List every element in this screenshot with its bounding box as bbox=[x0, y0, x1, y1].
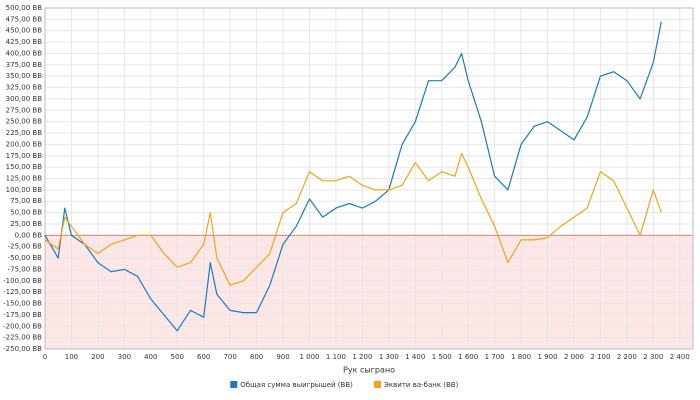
y-tick-label: 0,00 BB bbox=[15, 231, 43, 239]
x-tick-label: 1 300 bbox=[379, 353, 399, 361]
legend-label: Общая сумма выигрышей (BB) bbox=[240, 381, 353, 389]
x-tick-label: 300 bbox=[118, 353, 131, 361]
x-tick-label: 0 bbox=[43, 353, 47, 361]
y-tick-label: -25,00 BB bbox=[8, 243, 43, 251]
x-tick-label: 700 bbox=[223, 353, 236, 361]
series-line bbox=[44, 152, 662, 286]
x-tick-label: 1 400 bbox=[405, 353, 425, 361]
y-tick-label: -150,00 BB bbox=[3, 300, 42, 308]
y-tick-label: 375,00 BB bbox=[6, 61, 43, 69]
legend-swatch bbox=[374, 381, 382, 388]
series-line bbox=[44, 21, 662, 332]
x-tick-label: 2 300 bbox=[643, 353, 663, 361]
y-tick-label: 175,00 BB bbox=[6, 152, 43, 160]
y-tick-label: 275,00 BB bbox=[6, 106, 43, 114]
x-tick-label: 100 bbox=[65, 353, 78, 361]
y-tick-label: 350,00 BB bbox=[6, 72, 43, 80]
y-tick-label: 150,00 BB bbox=[6, 163, 43, 171]
y-tick-label: -225,00 BB bbox=[3, 334, 42, 342]
y-tick-label: 500,00 BB bbox=[6, 4, 43, 12]
y-tick-label: 25,00 BB bbox=[10, 220, 42, 228]
y-tick-label: 400,00 BB bbox=[6, 49, 43, 57]
y-tick-label: -250,00 BB bbox=[3, 345, 42, 353]
x-tick-label: 1 000 bbox=[299, 353, 319, 361]
x-tick-label: 1 200 bbox=[352, 353, 372, 361]
x-tick-label: 400 bbox=[144, 353, 157, 361]
y-tick-label: 425,00 BB bbox=[6, 38, 43, 46]
y-tick-label: 50,00 BB bbox=[10, 209, 42, 217]
legend-swatch bbox=[230, 381, 238, 388]
y-tick-label: 100,00 BB bbox=[6, 186, 43, 194]
x-tick-label: 600 bbox=[197, 353, 210, 361]
y-tick-label: -125,00 BB bbox=[3, 288, 42, 296]
x-tick-label: 2 000 bbox=[564, 353, 584, 361]
y-tick-label: 125,00 BB bbox=[6, 175, 43, 183]
x-tick-label: 1 500 bbox=[432, 353, 452, 361]
x-tick-label: 1 700 bbox=[485, 353, 505, 361]
y-tick-label: 450,00 BB bbox=[6, 27, 43, 35]
plot-frame bbox=[44, 7, 694, 350]
y-tick-label: 475,00 BB bbox=[6, 15, 43, 23]
y-tick-label: 75,00 BB bbox=[10, 197, 42, 205]
x-tick-label: 1 600 bbox=[458, 353, 478, 361]
y-tick-label: -200,00 BB bbox=[3, 322, 42, 330]
x-axis-label: Рук сыграно bbox=[343, 366, 395, 375]
y-tick-label: 300,00 BB bbox=[6, 95, 43, 103]
x-tick-label: 1 800 bbox=[511, 353, 531, 361]
y-tick-label: 225,00 BB bbox=[6, 129, 43, 137]
x-tick-label: 1 100 bbox=[326, 353, 346, 361]
x-tick-label: 200 bbox=[91, 353, 104, 361]
x-tick-label: 2 100 bbox=[590, 353, 610, 361]
x-tick-label: 2 200 bbox=[617, 353, 637, 361]
y-tick-label: -75,00 BB bbox=[8, 265, 43, 273]
x-tick-label: 800 bbox=[250, 353, 263, 361]
x-tick-label: 2 400 bbox=[670, 353, 690, 361]
y-tick-label: -50,00 BB bbox=[8, 254, 43, 262]
x-tick-label: 500 bbox=[171, 353, 184, 361]
x-tick-label: 1 900 bbox=[538, 353, 558, 361]
y-tick-label: -100,00 BB bbox=[3, 277, 42, 285]
x-tick-label: 900 bbox=[276, 353, 289, 361]
y-tick-label: 250,00 BB bbox=[6, 118, 43, 126]
y-tick-label: 200,00 BB bbox=[6, 140, 43, 148]
y-tick-label: -175,00 BB bbox=[3, 311, 42, 319]
y-tick-label: 325,00 BB bbox=[6, 84, 43, 92]
legend-label: Эквити ва-банк (BB) bbox=[384, 381, 459, 389]
